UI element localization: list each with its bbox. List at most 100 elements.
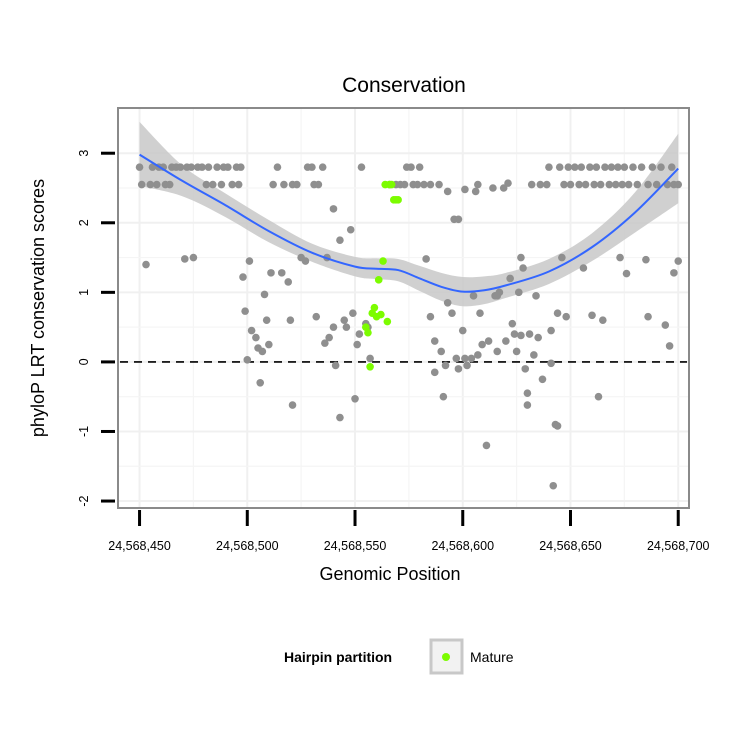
data-point — [594, 392, 603, 401]
data-point — [413, 180, 422, 189]
data-point — [247, 326, 256, 335]
data-point — [482, 441, 491, 450]
data-point — [422, 255, 430, 263]
data-point — [538, 375, 547, 384]
data-point — [478, 340, 486, 349]
legend-label-mature: Mature — [470, 649, 514, 665]
data-point — [644, 180, 652, 189]
data-point — [493, 347, 502, 356]
data-point — [308, 163, 316, 171]
data-point — [558, 253, 566, 262]
data-point — [534, 333, 542, 342]
y-tick-label: 1 — [77, 289, 91, 296]
mature-point — [387, 180, 396, 189]
data-point — [448, 309, 456, 318]
data-point — [301, 257, 310, 265]
data-point — [265, 340, 273, 349]
data-point — [471, 187, 480, 196]
data-point — [620, 163, 629, 171]
data-point — [260, 290, 269, 299]
y-tick-label: 2 — [77, 219, 91, 226]
data-point — [648, 163, 657, 171]
data-point — [407, 163, 415, 171]
data-point — [577, 163, 586, 171]
data-point — [213, 163, 221, 171]
data-point — [152, 180, 161, 189]
data-point — [553, 422, 562, 430]
data-point — [189, 253, 198, 262]
plot-panel — [117, 107, 690, 509]
data-point — [400, 180, 409, 189]
mature-point — [394, 196, 402, 204]
data-point — [321, 339, 329, 347]
data-point — [165, 180, 174, 189]
data-point — [519, 264, 527, 272]
data-point — [262, 316, 271, 324]
data-point — [318, 163, 327, 171]
data-point — [142, 260, 150, 269]
data-point — [523, 401, 532, 409]
mature-point — [377, 310, 385, 319]
data-point — [329, 205, 338, 213]
data-point — [342, 323, 351, 331]
data-point — [430, 337, 439, 345]
data-point — [148, 163, 157, 171]
smooth-line-group — [139, 153, 679, 293]
data-point — [596, 180, 605, 189]
data-point — [325, 333, 333, 342]
data-point — [665, 342, 674, 350]
data-point — [314, 180, 323, 189]
data-point — [267, 269, 275, 277]
data-point — [176, 163, 185, 171]
data-point — [351, 394, 359, 403]
data-point — [452, 354, 461, 363]
data-point — [329, 323, 338, 331]
data-point — [523, 389, 532, 398]
data-point — [353, 340, 361, 349]
data-point — [545, 163, 553, 171]
data-point — [502, 337, 510, 345]
data-point — [224, 163, 232, 171]
data-point — [499, 184, 508, 192]
data-point — [564, 163, 573, 171]
data-point — [312, 312, 321, 321]
data-point — [241, 307, 249, 315]
data-point — [536, 180, 545, 189]
data-point — [588, 311, 596, 320]
data-point — [514, 288, 523, 297]
data-point — [336, 236, 344, 244]
data-point — [527, 180, 536, 189]
data-point — [228, 180, 236, 189]
data-point — [437, 347, 446, 356]
data-point — [426, 312, 435, 321]
data-point — [146, 180, 155, 189]
data-point — [614, 163, 622, 171]
data-point — [581, 180, 590, 189]
data-point — [652, 180, 661, 189]
data-point — [555, 163, 564, 171]
data-point — [618, 180, 627, 189]
y-tick-label: -2 — [77, 495, 91, 506]
data-point — [489, 184, 497, 192]
mature-point — [379, 257, 387, 265]
data-point — [575, 180, 583, 189]
mature-point — [366, 362, 374, 371]
data-point — [562, 312, 570, 321]
data-point — [474, 180, 482, 189]
data-point — [517, 331, 525, 340]
x-tick-label: 24,568,700 — [647, 539, 710, 553]
data-point — [336, 413, 344, 422]
data-point — [495, 288, 504, 297]
data-point — [443, 187, 452, 196]
data-point — [277, 269, 286, 277]
data-point — [420, 180, 428, 189]
data-point — [243, 356, 252, 364]
data-point — [204, 163, 213, 171]
data-point — [642, 255, 650, 264]
data-point — [135, 163, 144, 171]
data-point — [601, 163, 609, 171]
data-point — [463, 361, 471, 370]
data-point — [484, 337, 493, 345]
data-point — [426, 180, 435, 189]
